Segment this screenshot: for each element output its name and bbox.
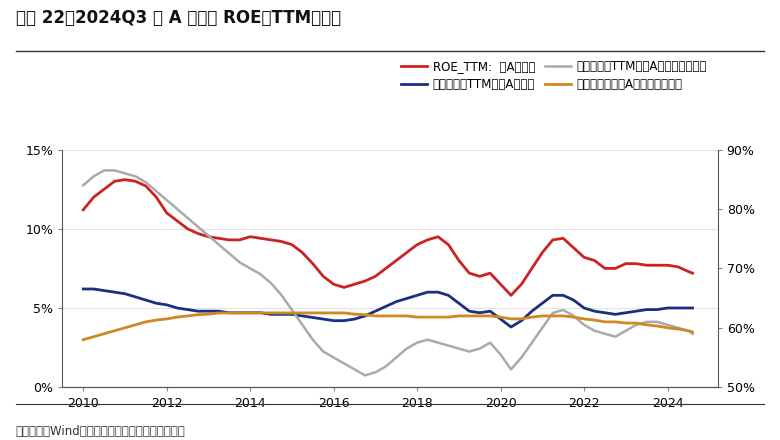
Text: 资料来源：Wind，兴业证券经济与金融研究院整理: 资料来源：Wind，兴业证券经济与金融研究院整理 bbox=[16, 425, 186, 438]
Legend: ROE_TTM:  全A非金融, 销售净利率TTM：全A非金融, 资产周转率TTM：全A非金融（右轴）, 资产负债率：全A非金融（右轴）: ROE_TTM: 全A非金融, 销售净利率TTM：全A非金融, 资产周转率TTM… bbox=[396, 56, 711, 96]
Text: 图表 22、2024Q3 全 A 非金融 ROE（TTM）回落: 图表 22、2024Q3 全 A 非金融 ROE（TTM）回落 bbox=[16, 9, 341, 27]
